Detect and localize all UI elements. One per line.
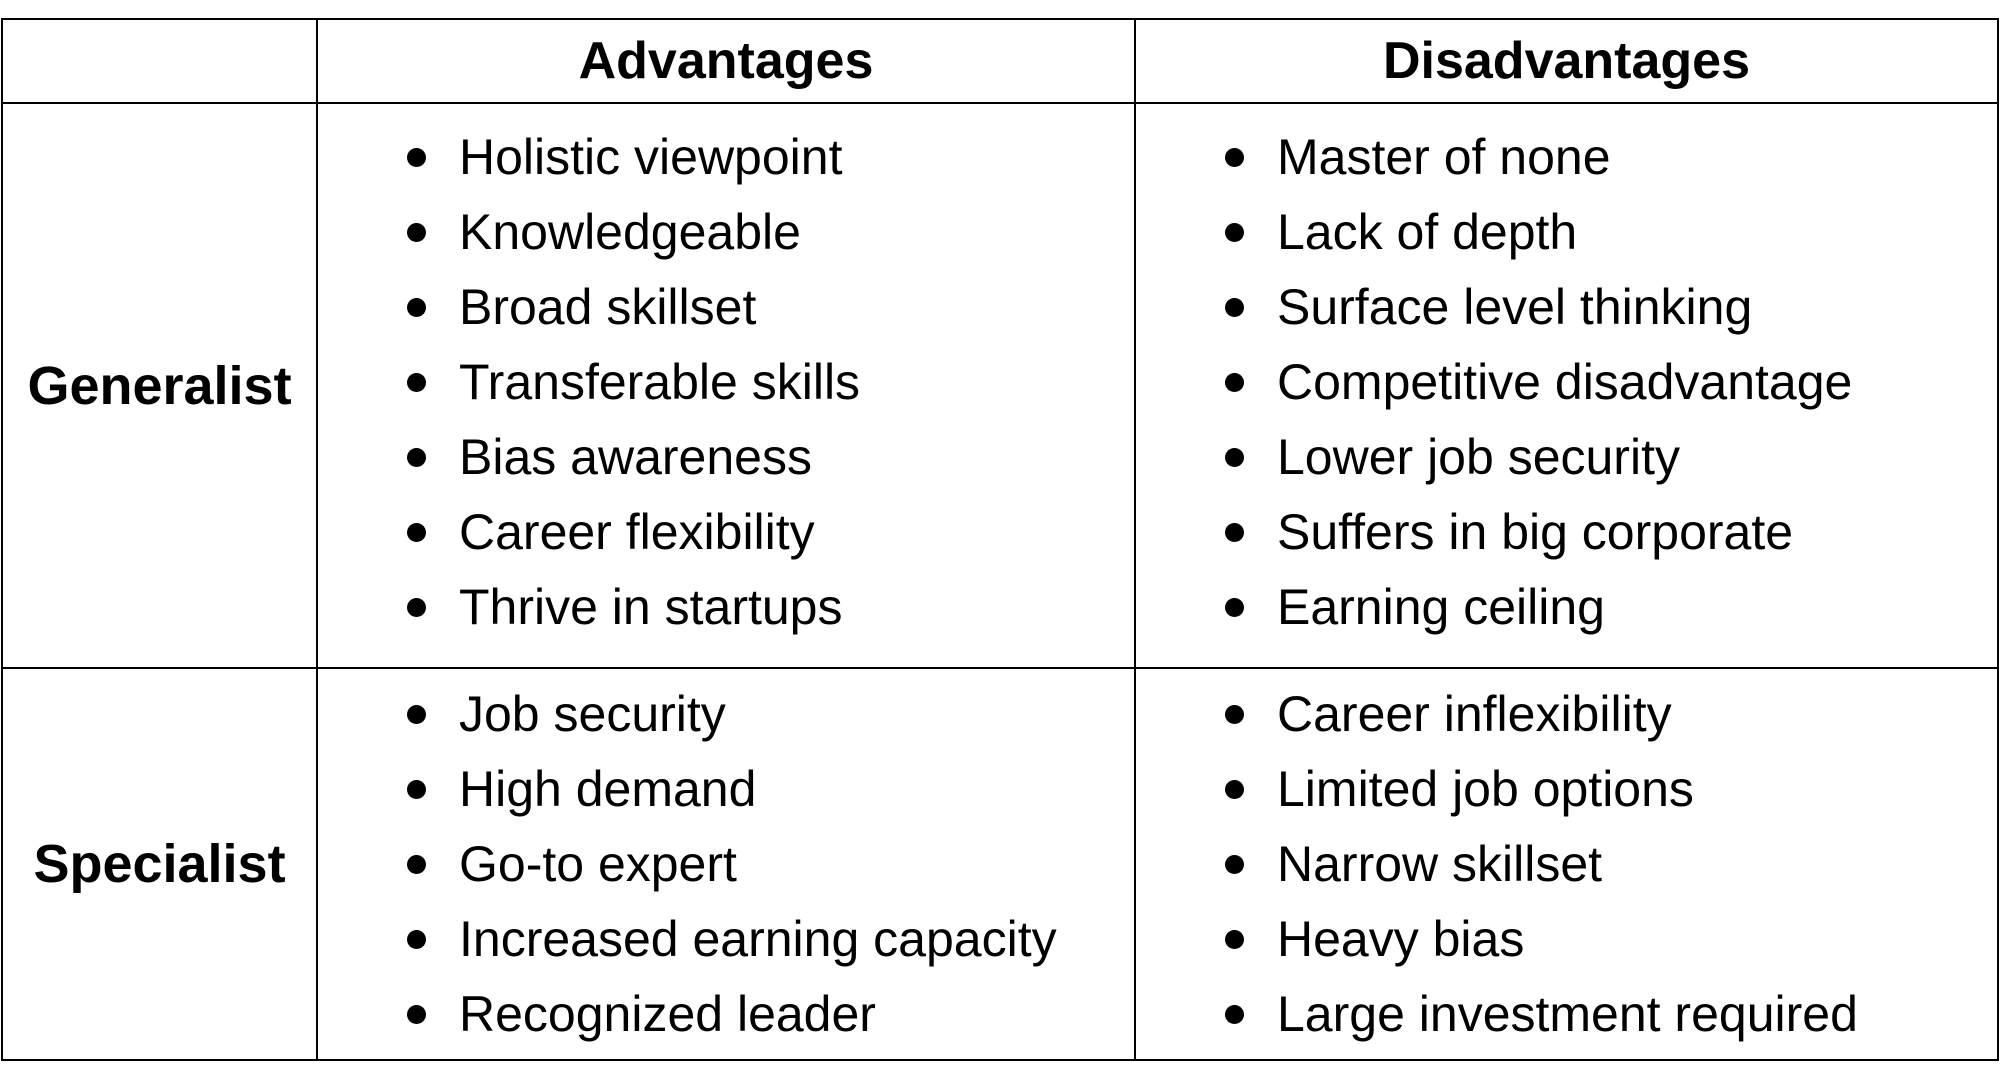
bullet-icon xyxy=(1225,373,1244,392)
bullet-icon xyxy=(407,780,426,799)
list-item: Large investment required xyxy=(1136,977,1997,1052)
bullet-icon xyxy=(407,705,426,724)
list-item: Career flexibility xyxy=(318,495,1134,570)
bullet-icon xyxy=(1225,298,1244,317)
list-item-text: Career inflexibility xyxy=(1277,686,1672,742)
list-item: Earning ceiling xyxy=(1136,570,1997,645)
list-item-text: Lack of depth xyxy=(1277,204,1578,260)
bullet-icon xyxy=(1225,780,1244,799)
bullet-icon xyxy=(1225,705,1244,724)
generalist-row: Generalist Holistic viewpoint Knowledgea… xyxy=(1,102,1999,669)
specialist-disadvantages-cell: Career inflexibility Limited job options… xyxy=(1134,667,1999,1061)
list-item-text: High demand xyxy=(459,761,757,817)
bullet-icon xyxy=(407,1005,426,1024)
list-item-text: Transferable skills xyxy=(459,354,861,410)
bullet-icon xyxy=(407,448,426,467)
bullet-icon xyxy=(1225,223,1244,242)
list-item-text: Master of none xyxy=(1277,129,1611,185)
advantages-header: Advantages xyxy=(316,18,1136,104)
list-item-text: Lower job security xyxy=(1277,429,1680,485)
disadvantages-header: Disadvantages xyxy=(1134,18,1999,104)
list-item-text: Earning ceiling xyxy=(1277,579,1605,635)
list-item: Transferable skills xyxy=(318,345,1134,420)
list-item-text: Narrow skillset xyxy=(1277,836,1603,892)
bullet-icon xyxy=(407,223,426,242)
bullet-icon xyxy=(407,148,426,167)
comparison-table: Advantages Disadvantages Generalist Holi… xyxy=(1,18,1999,1061)
bullet-icon xyxy=(1225,855,1244,874)
list-item: Limited job options xyxy=(1136,752,1997,827)
generalist-advantages-list: Holistic viewpoint Knowledgeable Broad s… xyxy=(318,104,1134,645)
list-item-text: Increased earning capacity xyxy=(459,911,1057,967)
list-item: Lack of depth xyxy=(1136,195,1997,270)
list-item: Recognized leader xyxy=(318,977,1134,1052)
bullet-icon xyxy=(1225,598,1244,617)
list-item: Knowledgeable xyxy=(318,195,1134,270)
list-item-text: Holistic viewpoint xyxy=(459,129,843,185)
bullet-icon xyxy=(407,855,426,874)
bullet-icon xyxy=(1225,448,1244,467)
list-item-text: Broad skillset xyxy=(459,279,757,335)
list-item: Thrive in startups xyxy=(318,570,1134,645)
row-label-generalist: Generalist xyxy=(1,102,318,669)
bullet-icon xyxy=(1225,523,1244,542)
bullet-icon xyxy=(1225,148,1244,167)
list-item: High demand xyxy=(318,752,1134,827)
bullet-icon xyxy=(407,598,426,617)
list-item-text: Competitive disadvantage xyxy=(1277,354,1853,410)
list-item: Holistic viewpoint xyxy=(318,120,1134,195)
list-item-text: Surface level thinking xyxy=(1277,279,1753,335)
list-item: Surface level thinking xyxy=(1136,270,1997,345)
list-item: Go-to expert xyxy=(318,827,1134,902)
list-item-text: Limited job options xyxy=(1277,761,1694,817)
list-item-text: Bias awareness xyxy=(459,429,812,485)
bullet-icon xyxy=(1225,1005,1244,1024)
list-item: Competitive disadvantage xyxy=(1136,345,1997,420)
specialist-row: Specialist Job security High demand Go-t… xyxy=(1,667,1999,1061)
list-item: Master of none xyxy=(1136,120,1997,195)
list-item: Broad skillset xyxy=(318,270,1134,345)
generalist-disadvantages-list: Master of none Lack of depth Surface lev… xyxy=(1136,104,1997,645)
specialist-advantages-cell: Job security High demand Go-to expert In… xyxy=(316,667,1136,1061)
list-item-text: Knowledgeable xyxy=(459,204,801,260)
list-item-text: Suffers in big corporate xyxy=(1277,504,1794,560)
bullet-icon xyxy=(1225,930,1244,949)
list-item-text: Heavy bias xyxy=(1277,911,1525,967)
list-item: Suffers in big corporate xyxy=(1136,495,1997,570)
list-item-text: Thrive in startups xyxy=(459,579,843,635)
list-item-text: Recognized leader xyxy=(459,986,876,1042)
list-item: Bias awareness xyxy=(318,420,1134,495)
list-item: Heavy bias xyxy=(1136,902,1997,977)
list-item-text: Job security xyxy=(459,686,726,742)
list-item: Increased earning capacity xyxy=(318,902,1134,977)
generalist-disadvantages-cell: Master of none Lack of depth Surface lev… xyxy=(1134,102,1999,669)
list-item-text: Large investment required xyxy=(1277,986,1858,1042)
generalist-advantages-cell: Holistic viewpoint Knowledgeable Broad s… xyxy=(316,102,1136,669)
row-label-specialist: Specialist xyxy=(1,667,318,1061)
specialist-advantages-list: Job security High demand Go-to expert In… xyxy=(318,669,1134,1052)
specialist-disadvantages-list: Career inflexibility Limited job options… xyxy=(1136,669,1997,1052)
bullet-icon xyxy=(407,523,426,542)
bullet-icon xyxy=(407,298,426,317)
list-item: Narrow skillset xyxy=(1136,827,1997,902)
list-item: Lower job security xyxy=(1136,420,1997,495)
header-row: Advantages Disadvantages xyxy=(1,18,1999,104)
list-item: Job security xyxy=(318,677,1134,752)
bullet-icon xyxy=(407,930,426,949)
list-item-text: Career flexibility xyxy=(459,504,815,560)
corner-cell xyxy=(1,18,318,104)
list-item-text: Go-to expert xyxy=(459,836,737,892)
bullet-icon xyxy=(407,373,426,392)
list-item: Career inflexibility xyxy=(1136,677,1997,752)
